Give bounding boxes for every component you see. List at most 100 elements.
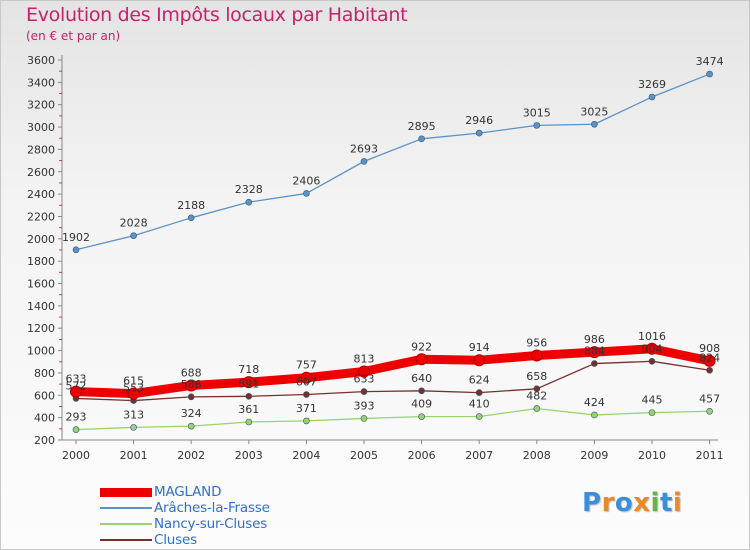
proxiti-logo: Proxiti (582, 488, 682, 518)
data-label: 922 (411, 340, 432, 353)
data-point (475, 389, 483, 396)
y-tick-label: 1800 (27, 255, 55, 268)
data-label: 688 (181, 366, 202, 379)
series-line-ar-ches-la-frasse (75, 73, 711, 251)
logo-letter: i (650, 488, 660, 518)
data-label: 633 (354, 373, 375, 386)
data-point (588, 346, 601, 359)
logo-letter: o (614, 488, 634, 518)
y-tick-label: 2800 (27, 143, 55, 156)
data-label: 3269 (638, 78, 666, 91)
legend-label: Nancy-sur-Cluses (154, 516, 268, 532)
legend-swatch (100, 507, 152, 509)
chart-title: Evolution des Impôts locaux par Habitant (26, 4, 408, 26)
data-label: 445 (642, 394, 663, 407)
data-label: 572 (66, 379, 87, 392)
data-label: 361 (238, 403, 259, 416)
series-line-nancy-sur-cluses (75, 407, 711, 431)
x-tick-label: 2000 (62, 449, 90, 462)
x-tick-label: 2006 (408, 449, 436, 462)
data-point (303, 190, 310, 197)
legend-label: MAGLAND (154, 484, 222, 500)
logo-letter: P (582, 488, 602, 518)
data-point (185, 379, 198, 392)
data-point (706, 366, 713, 374)
data-label: 3015 (523, 106, 551, 119)
legend-item: Arâches-la-Frasse (100, 500, 270, 516)
data-point (70, 385, 82, 398)
data-point (187, 422, 195, 430)
chart-subtitle: (en € et par an) (26, 29, 121, 43)
data-point (187, 214, 195, 222)
data-point (418, 413, 425, 420)
x-tick-label: 2004 (292, 449, 320, 462)
data-label: 956 (526, 337, 547, 350)
data-label: 813 (354, 352, 375, 365)
x-tick-label: 2007 (465, 449, 493, 462)
legend-label: Arâches-la-Frasse (154, 500, 270, 516)
data-label: 2946 (465, 114, 493, 127)
data-point (418, 387, 425, 395)
y-tick-label: 600 (34, 389, 55, 402)
data-label: 586 (181, 378, 202, 391)
x-tick-label: 2002 (177, 449, 205, 462)
logo-letter: i (672, 488, 683, 518)
data-point (648, 409, 656, 416)
logo-letter: x (633, 488, 651, 518)
x-tick-label: 2010 (638, 449, 666, 462)
x-tick-label: 2005 (350, 449, 378, 462)
data-point (648, 93, 656, 101)
data-point (530, 349, 543, 362)
data-label: 409 (411, 398, 432, 411)
data-label: 553 (123, 382, 144, 395)
data-point (245, 198, 253, 206)
data-point (646, 342, 658, 355)
y-tick-label: 2400 (27, 188, 55, 201)
data-point (533, 405, 541, 412)
y-tick-label: 200 (34, 434, 55, 447)
y-tick-label: 800 (34, 367, 55, 380)
legend-swatch (100, 523, 152, 525)
data-label: 313 (123, 408, 144, 421)
data-label: 2328 (235, 183, 263, 196)
data-point (303, 417, 310, 425)
logo-letter: r (601, 488, 615, 518)
data-point (245, 392, 253, 400)
data-label: 2188 (177, 199, 205, 212)
legend-item: MAGLAND (100, 484, 270, 500)
data-point (187, 393, 195, 401)
data-label: 658 (526, 370, 547, 383)
data-point (127, 387, 140, 400)
data-point (648, 358, 656, 365)
data-point (706, 407, 713, 415)
data-point (706, 70, 713, 78)
data-label: 3474 (696, 55, 724, 68)
x-tick-label: 2001 (120, 449, 148, 462)
y-tick-label: 2600 (27, 166, 55, 179)
data-label: 2406 (292, 174, 320, 187)
data-point (300, 371, 313, 384)
data-point (415, 353, 428, 366)
data-label: 2028 (120, 217, 148, 230)
legend-item: Cluses (100, 532, 270, 548)
chart-legend: MAGLAND Arâches-la-Frasse Nancy-sur-Cluses… (100, 484, 270, 548)
data-label: 914 (469, 341, 490, 354)
data-label: 986 (584, 333, 605, 346)
y-tick-label: 3400 (27, 76, 55, 89)
data-point (360, 158, 368, 165)
data-label: 904 (642, 342, 663, 355)
data-label: 393 (354, 399, 375, 412)
y-tick-label: 2000 (27, 233, 55, 246)
data-label: 457 (699, 392, 720, 405)
data-point (533, 385, 541, 393)
x-tick-label: 2011 (696, 449, 724, 462)
data-point (533, 122, 541, 129)
data-point (703, 354, 716, 367)
data-point (303, 391, 310, 398)
x-tick-label: 2009 (580, 449, 608, 462)
y-tick-label: 1600 (27, 278, 55, 291)
x-tick-label: 2003 (235, 449, 263, 462)
data-label: 908 (699, 342, 720, 355)
logo-letter: t (659, 488, 673, 518)
